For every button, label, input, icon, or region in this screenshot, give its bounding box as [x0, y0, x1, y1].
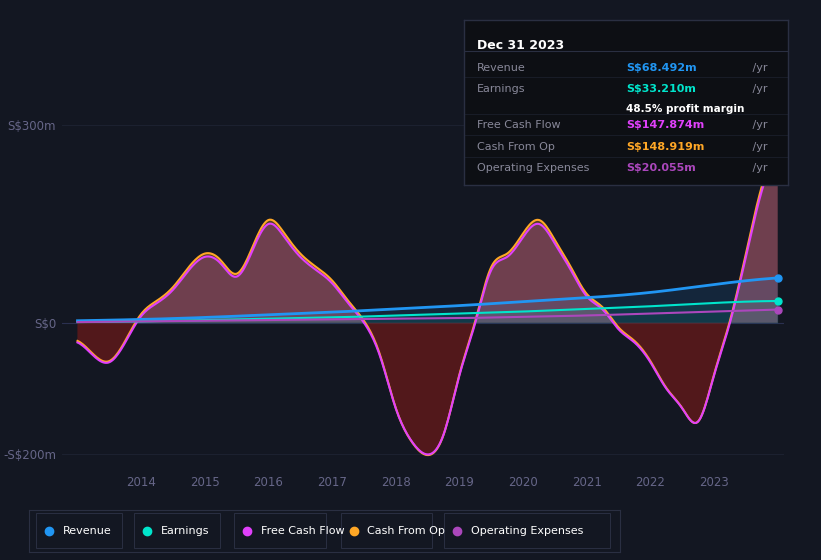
Text: /yr: /yr [750, 164, 768, 174]
Text: Earnings: Earnings [477, 84, 525, 94]
Text: Revenue: Revenue [477, 63, 525, 73]
Text: S$33.210m: S$33.210m [626, 84, 696, 94]
Text: Revenue: Revenue [63, 526, 112, 535]
Text: /yr: /yr [750, 142, 768, 152]
Text: Operating Expenses: Operating Expenses [471, 526, 583, 535]
Text: S$148.919m: S$148.919m [626, 142, 704, 152]
Text: 48.5% profit margin: 48.5% profit margin [626, 104, 745, 114]
Text: Cash From Op: Cash From Op [477, 142, 555, 152]
Text: Operating Expenses: Operating Expenses [477, 164, 589, 174]
Text: Free Cash Flow: Free Cash Flow [261, 526, 345, 535]
Text: S$20.055m: S$20.055m [626, 164, 695, 174]
Text: Dec 31 2023: Dec 31 2023 [477, 39, 564, 53]
Text: Earnings: Earnings [161, 526, 209, 535]
Text: S$147.874m: S$147.874m [626, 120, 704, 130]
Text: Free Cash Flow: Free Cash Flow [477, 120, 561, 130]
Text: Cash From Op: Cash From Op [368, 526, 445, 535]
Text: /yr: /yr [750, 84, 768, 94]
Text: S$68.492m: S$68.492m [626, 63, 697, 73]
Text: /yr: /yr [750, 63, 768, 73]
Text: /yr: /yr [750, 120, 768, 130]
